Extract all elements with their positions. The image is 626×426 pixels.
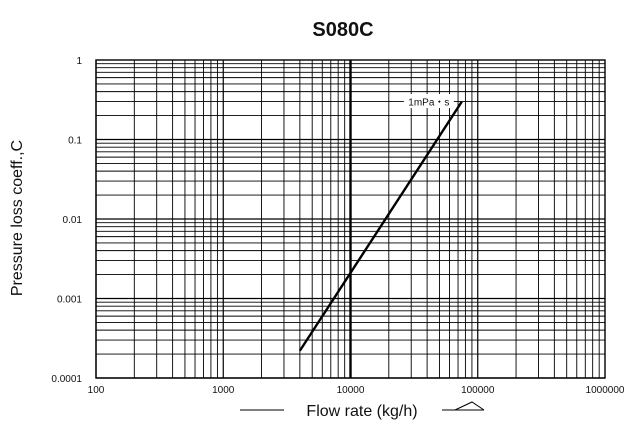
x-axis-label: Flow rate (kg/h) [306,403,417,420]
x-tick-label: 10000 [337,385,365,396]
series-line [298,100,463,352]
series-label-background [403,94,454,109]
y-tick-label: 1 [76,56,82,67]
y-tick-label: 0.01 [63,215,83,226]
grid [95,59,606,379]
x-axis-label-group: Flow rate (kg/h) [240,401,485,420]
x-tick-label: 100 [88,385,105,396]
x-tick-label: 100000 [461,385,495,396]
flow-direction-arrow-icon [454,401,485,411]
y-tick-label: 0.0001 [51,374,82,385]
series-layer: 1mPa・s [298,94,463,352]
x-tick-label: 1000 [212,385,235,396]
y-tick-label: 0.001 [57,295,82,306]
x-tick-label: 1000000 [586,385,625,396]
tick-labels: 100 1000 10000 100000 1000000 0.0001 0.001 0.01… [51,56,624,396]
y-tick-label: 0.1 [68,136,82,147]
y-axis-label: Pressure loss coeff.,C [9,140,26,296]
chart-title: S080C [312,19,373,41]
series-label: 1mPa・s [408,98,449,109]
